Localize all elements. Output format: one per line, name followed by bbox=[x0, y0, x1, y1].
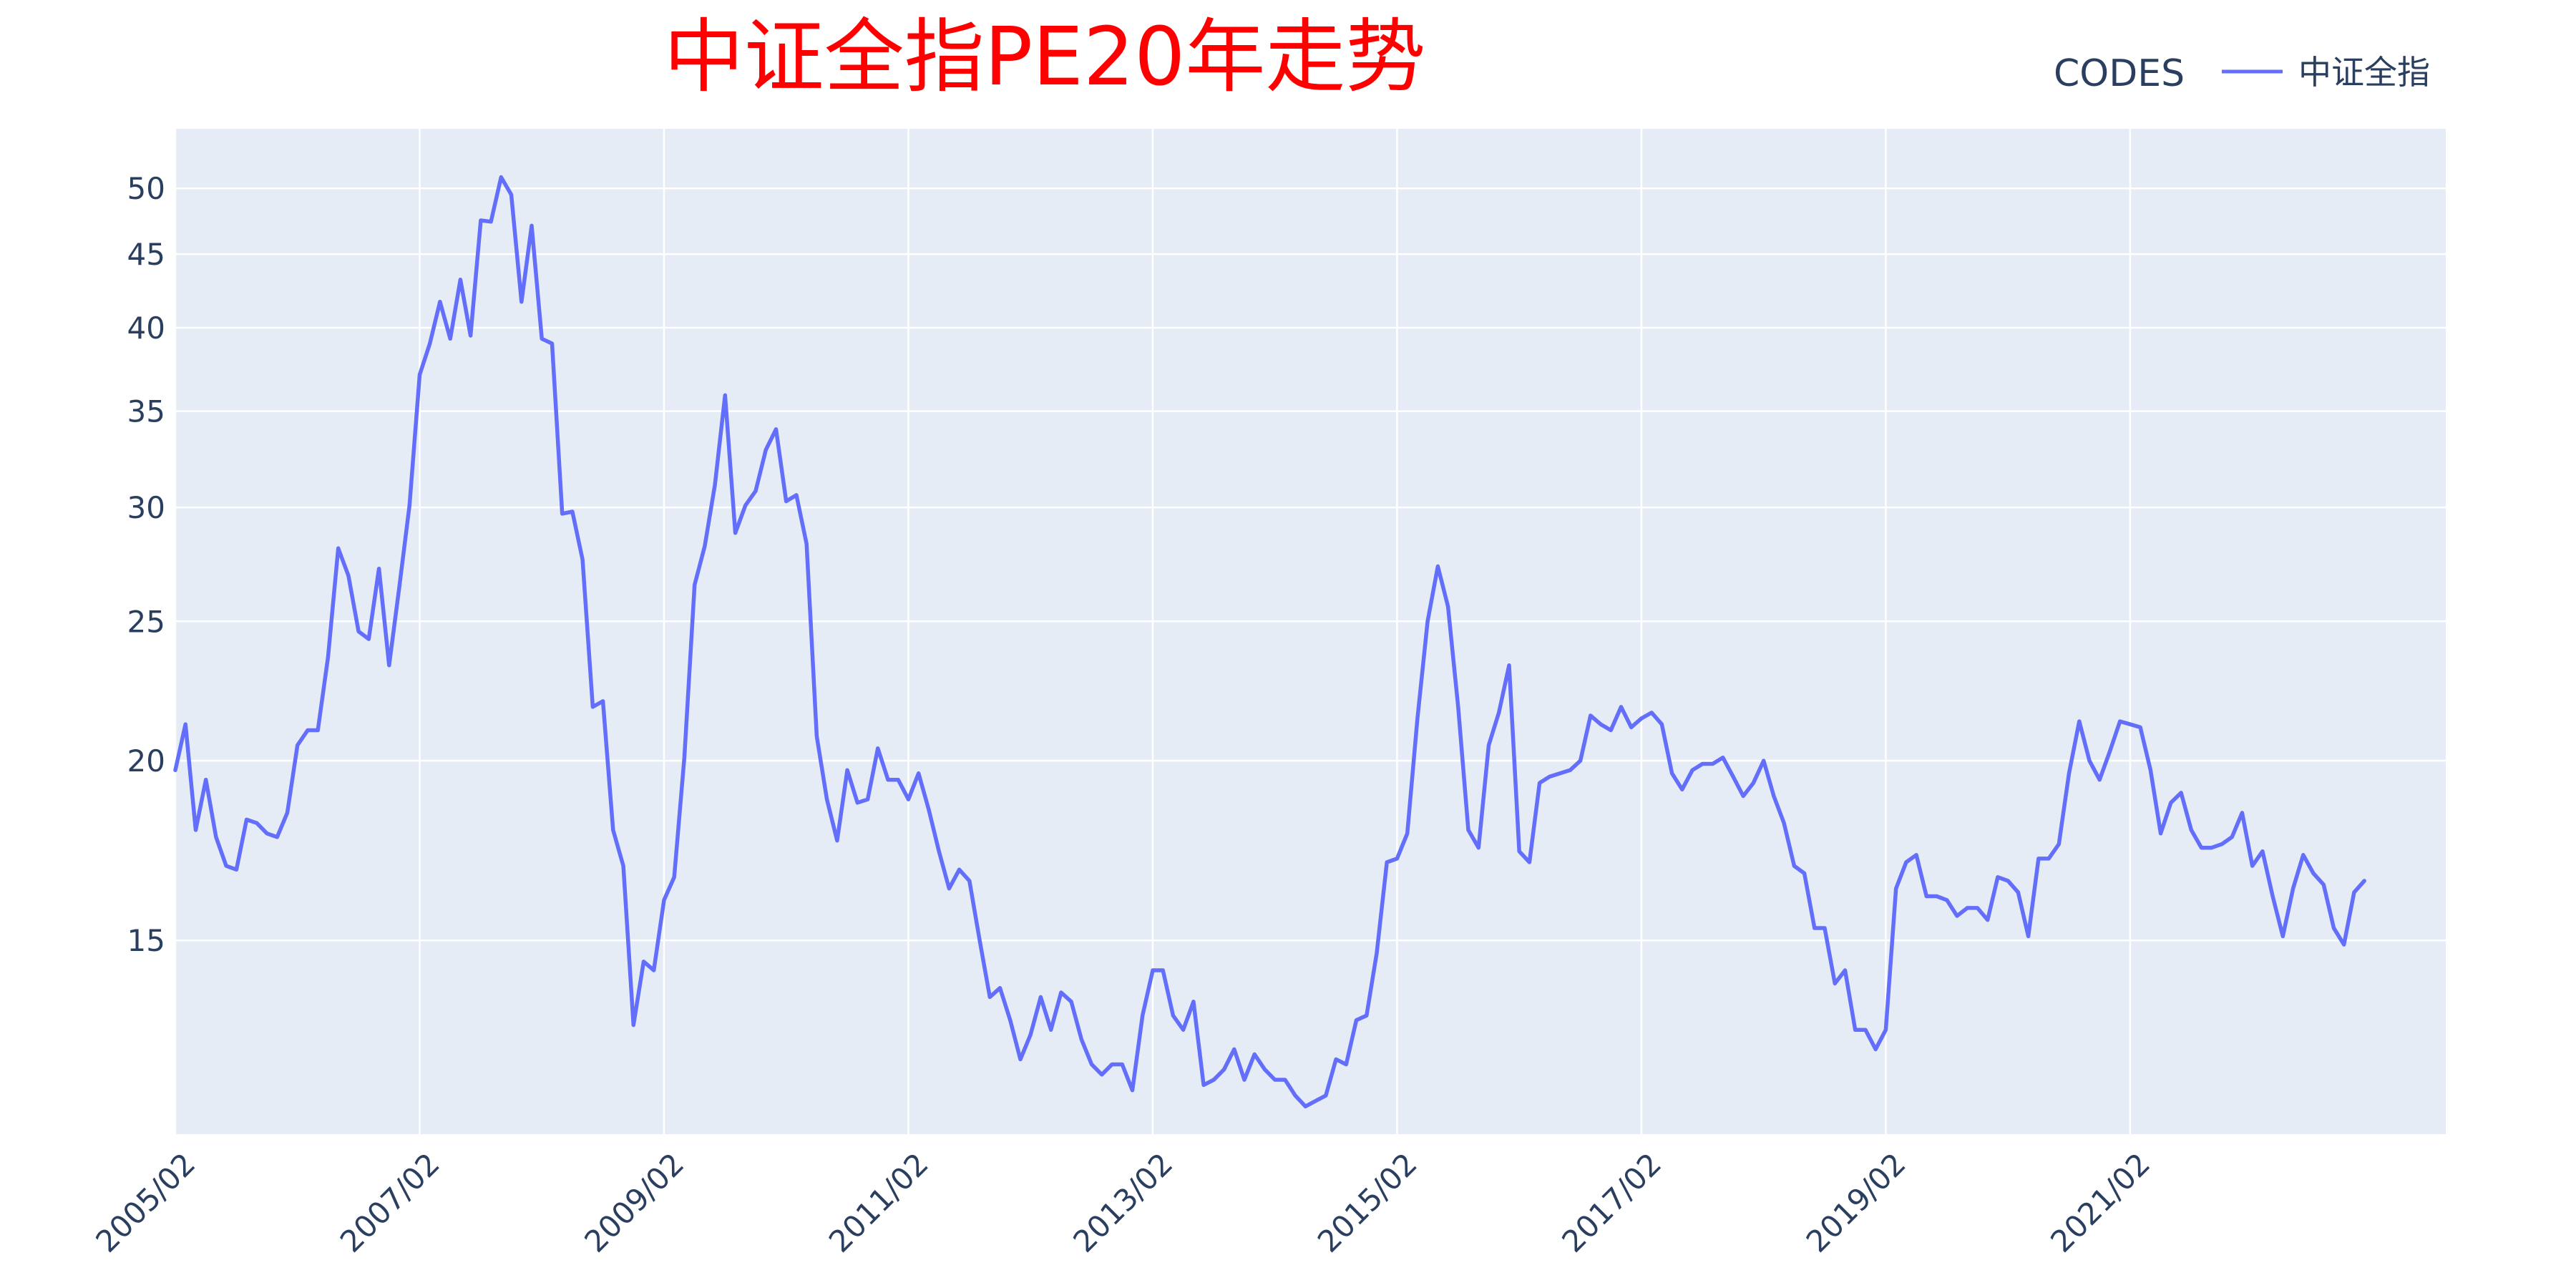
chart-title: 中证全指PE20年走势 bbox=[664, 11, 1426, 104]
series-line bbox=[173, 175, 2366, 1108]
y-tick-label: 15 bbox=[127, 923, 165, 958]
series-layer bbox=[173, 175, 2366, 1108]
y-tick-label: 40 bbox=[127, 311, 165, 346]
y-tick-label: 25 bbox=[127, 604, 165, 639]
plot-area bbox=[175, 129, 2446, 1134]
legend-title: CODES bbox=[2054, 52, 2185, 95]
legend-item-label: 中证全指 bbox=[2298, 53, 2430, 92]
y-tick-label: 45 bbox=[127, 237, 165, 272]
legend: CODES 中证全指 bbox=[2054, 52, 2430, 95]
y-tick-label: 20 bbox=[127, 743, 165, 779]
y-tick-label: 50 bbox=[127, 171, 165, 206]
grid-lines bbox=[174, 129, 2446, 1134]
y-axis: 15 20 25 30 35 40 45 50 bbox=[127, 171, 165, 958]
y-tick-label: 30 bbox=[127, 490, 165, 525]
y-tick-label: 35 bbox=[127, 394, 165, 429]
plot-background bbox=[175, 129, 2446, 1134]
